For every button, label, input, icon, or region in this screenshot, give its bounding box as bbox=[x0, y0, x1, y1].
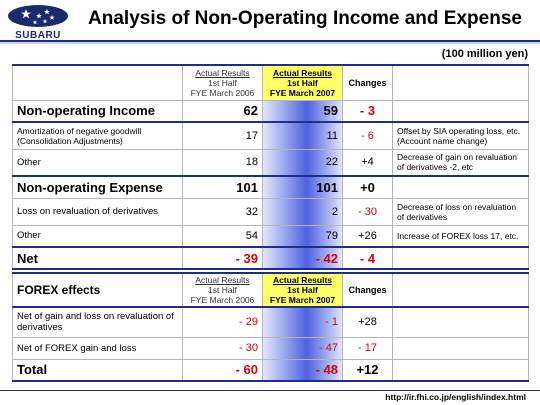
row-label: Non-operating Income bbox=[12, 100, 183, 123]
row-label: Net bbox=[12, 247, 183, 270]
value-change: +26 bbox=[342, 225, 393, 248]
col-header-2006-line2: 1st Half bbox=[208, 77, 237, 88]
value-2006: - 30 bbox=[182, 337, 263, 360]
col-header-2007-line1: Actual Results bbox=[272, 275, 333, 285]
value-2006: - 39 bbox=[182, 247, 263, 270]
value-2006: 54 bbox=[182, 225, 263, 248]
col-header-notes bbox=[392, 64, 529, 101]
col-header-2007-line2: 1st Half bbox=[287, 285, 318, 295]
value-change: +28 bbox=[342, 307, 393, 338]
row-label: Net of gain and loss on revaluation of d… bbox=[12, 307, 183, 338]
col-header-2006-line3: FYE March 2006 bbox=[190, 87, 255, 98]
row-note bbox=[392, 359, 529, 382]
footer-rule bbox=[0, 390, 540, 391]
value-2006: 17 bbox=[182, 122, 263, 150]
row-label: Net of FOREX gain and loss bbox=[12, 337, 183, 360]
col-header-2007: Actual Results 1st Half FYE March 2007 bbox=[262, 272, 343, 308]
col-header-2007-line3: FYE March 2007 bbox=[269, 295, 336, 305]
value-2007: 22 bbox=[262, 149, 343, 177]
col-header-2007-line1: Actual Results bbox=[272, 67, 333, 78]
table-row-net: Net - 39 - 42 - 4 bbox=[12, 247, 529, 270]
value-2007: - 48 bbox=[262, 359, 343, 382]
value-2006: - 60 bbox=[182, 359, 263, 382]
col-header-2006-line3: FYE March 2006 bbox=[190, 295, 255, 305]
value-change: +12 bbox=[342, 359, 393, 382]
value-change: - 6 bbox=[342, 122, 393, 150]
pleiades-stars-icon bbox=[8, 5, 68, 27]
col-header-2006-line1: Actual Results bbox=[195, 67, 250, 78]
header-rule bbox=[0, 40, 540, 42]
page-title: Analysis of Non-Operating Income and Exp… bbox=[88, 8, 522, 29]
col-header-2006-line2: 1st Half bbox=[208, 285, 237, 295]
row-label: Total bbox=[12, 359, 183, 382]
row-label: Loss on revaluation of derivatives bbox=[12, 198, 183, 226]
row-label: Non-operating Expense bbox=[12, 176, 183, 199]
row-note: Decrease of gain on revaluation of deriv… bbox=[392, 149, 529, 177]
value-2007: - 42 bbox=[262, 247, 343, 270]
table-header-row: Actual Results 1st Half FYE March 2006 A… bbox=[12, 64, 529, 101]
value-2006: 101 bbox=[182, 176, 263, 199]
forex-effects-table: FOREX effects Actual Results 1st Half FY… bbox=[12, 272, 529, 382]
value-change: - 30 bbox=[342, 198, 393, 226]
value-2007: 11 bbox=[262, 122, 343, 150]
forex-heading: FOREX effects bbox=[12, 272, 183, 308]
value-change: +0 bbox=[342, 176, 393, 199]
value-2007: 101 bbox=[262, 176, 343, 199]
forex-header-row: FOREX effects Actual Results 1st Half FY… bbox=[12, 272, 529, 308]
table-row-net-forex: Net of FOREX gain and loss - 30 - 47 - 1… bbox=[12, 337, 529, 360]
col-header-notes bbox=[392, 272, 529, 308]
value-2007: 2 bbox=[262, 198, 343, 226]
row-note: Offset by SIA operating loss, etc. (Acco… bbox=[392, 122, 529, 150]
col-header-2006-line1: Actual Results bbox=[195, 275, 250, 285]
income-expense-table: Actual Results 1st Half FYE March 2006 A… bbox=[12, 64, 529, 270]
table-row-amortization: Amortization of negative goodwill (Conso… bbox=[12, 122, 529, 150]
value-change: - 17 bbox=[342, 337, 393, 360]
col-header-changes: Changes bbox=[342, 64, 393, 101]
footer-url: http://ir.fhi.co.jp/english/index.html bbox=[385, 392, 526, 402]
col-header-2007-line3: FYE March 2007 bbox=[269, 87, 336, 98]
row-note bbox=[392, 100, 529, 123]
table-row-non-operating-income: Non-operating Income 62 59 - 3 bbox=[12, 100, 529, 123]
unit-label: (100 million yen) bbox=[441, 48, 528, 60]
col-header-2006: Actual Results 1st Half FYE March 2006 bbox=[182, 64, 263, 101]
row-note bbox=[392, 337, 529, 360]
value-2006: - 29 bbox=[182, 307, 263, 338]
value-2007: 79 bbox=[262, 225, 343, 248]
col-header-2007-line2: 1st Half bbox=[287, 77, 318, 88]
header-rule-shadow bbox=[0, 42, 540, 44]
col-header-2006: Actual Results 1st Half FYE March 2006 bbox=[182, 272, 263, 308]
table-row-other-expense: Other 54 79 +26 Increase of FOREX loss 1… bbox=[12, 225, 529, 248]
table-row-net-derivatives: Net of gain and loss on revaluation of d… bbox=[12, 307, 529, 338]
col-header-2007: Actual Results 1st Half FYE March 2007 bbox=[262, 64, 343, 101]
subaru-logo: SUBARU bbox=[6, 4, 70, 42]
row-note bbox=[392, 247, 529, 270]
col-header-changes: Changes bbox=[342, 272, 393, 308]
value-change: +4 bbox=[342, 149, 393, 177]
value-2007: - 47 bbox=[262, 337, 343, 360]
row-note bbox=[392, 176, 529, 199]
row-label: Other bbox=[12, 149, 183, 177]
value-change: - 3 bbox=[342, 100, 393, 123]
value-2006: 18 bbox=[182, 149, 263, 177]
header: SUBARU Analysis of Non-Operating Income … bbox=[0, 0, 540, 44]
row-label: Other bbox=[12, 225, 183, 248]
value-change: - 4 bbox=[342, 247, 393, 270]
row-label: Amortization of negative goodwill (Conso… bbox=[12, 122, 183, 150]
row-note: Increase of FOREX loss 17, etc. bbox=[392, 225, 529, 248]
value-2007: - 1 bbox=[262, 307, 343, 338]
row-note: Decrease of loss on revaluation of deriv… bbox=[392, 198, 529, 226]
header-blank bbox=[12, 64, 183, 101]
table-row-total: Total - 60 - 48 +12 bbox=[12, 359, 529, 382]
table-row-non-operating-expense: Non-operating Expense 101 101 +0 bbox=[12, 176, 529, 199]
value-2006: 62 bbox=[182, 100, 263, 123]
value-2007: 59 bbox=[262, 100, 343, 123]
table-row-loss-revaluation: Loss on revaluation of derivatives 32 2 … bbox=[12, 198, 529, 226]
table-row-other-income: Other 18 22 +4 Decrease of gain on reval… bbox=[12, 149, 529, 177]
value-2006: 32 bbox=[182, 198, 263, 226]
row-note bbox=[392, 307, 529, 338]
logo-wordmark: SUBARU bbox=[15, 30, 61, 41]
